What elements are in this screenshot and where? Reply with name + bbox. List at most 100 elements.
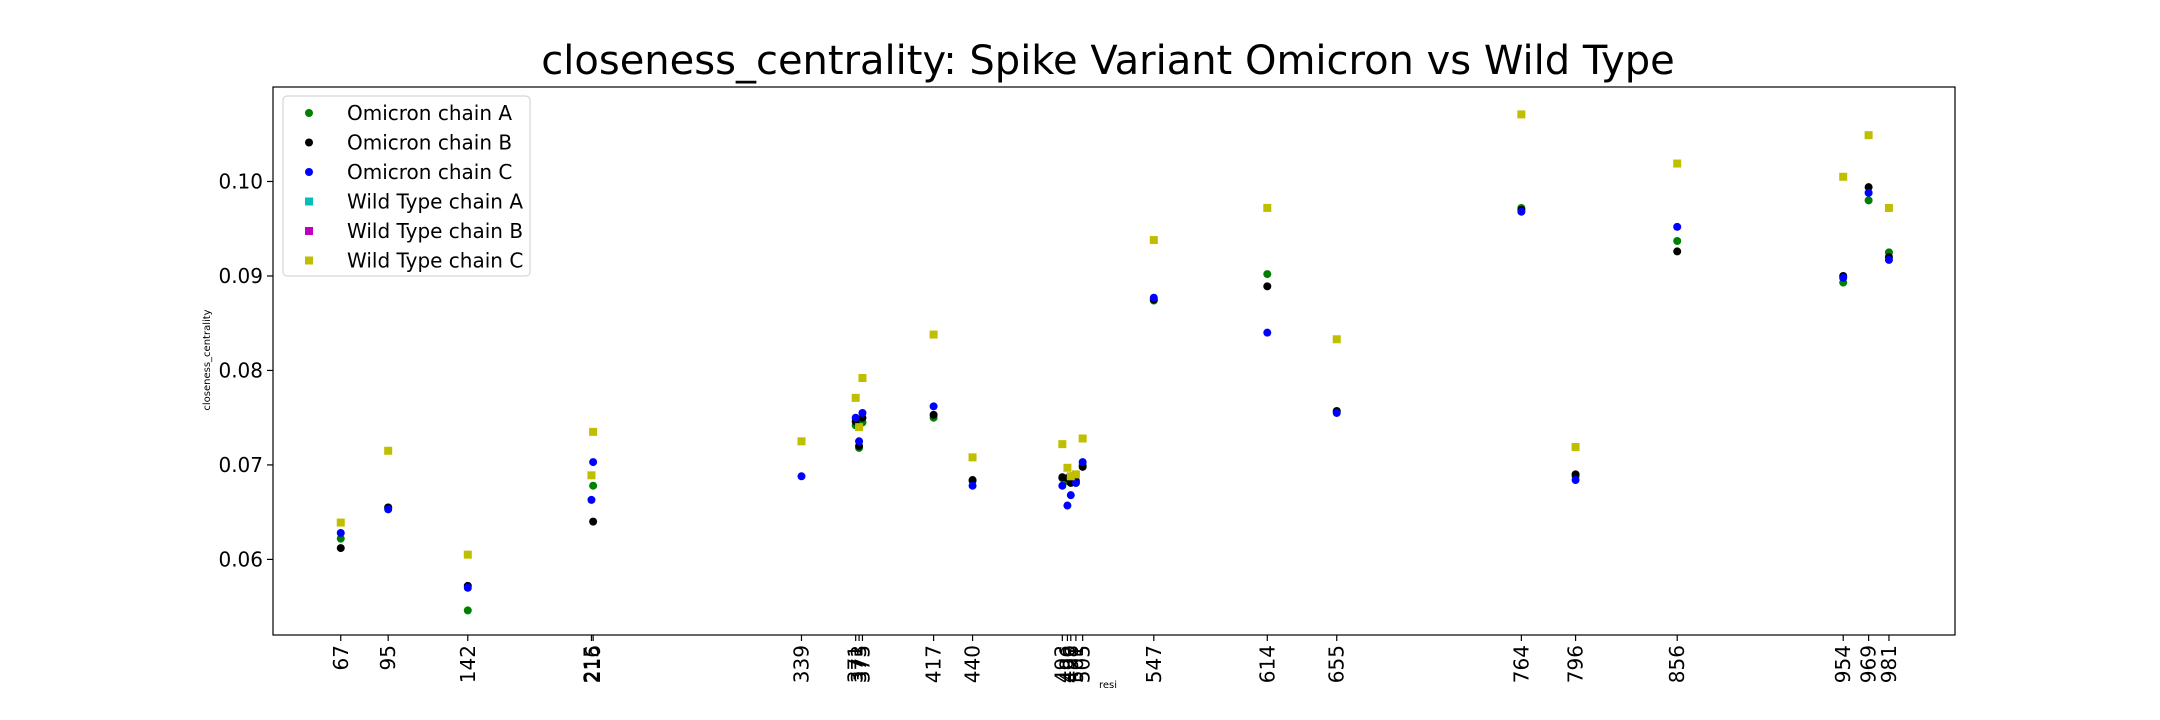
x-tick-label: 142 xyxy=(456,645,480,683)
data-point xyxy=(1149,293,1158,302)
x-tick-label: 505 xyxy=(1071,645,1095,683)
x-tick-label: 417 xyxy=(922,645,946,683)
x-tick-label: 655 xyxy=(1325,645,1349,683)
data-point xyxy=(1673,222,1682,231)
data-point xyxy=(851,413,860,422)
legend-marker xyxy=(305,256,313,265)
data-point xyxy=(589,427,598,436)
data-point xyxy=(1063,501,1072,510)
legend-label: Omicron chain C xyxy=(347,160,512,184)
data-point xyxy=(855,437,864,446)
data-point xyxy=(384,505,393,514)
data-point xyxy=(968,481,977,490)
data-point xyxy=(1517,110,1526,119)
data-point xyxy=(1263,282,1272,291)
data-point xyxy=(336,518,345,527)
legend-frame xyxy=(282,95,531,277)
data-point xyxy=(1058,440,1067,449)
series-2 xyxy=(336,188,1893,592)
x-tick-label: 969 xyxy=(1857,645,1881,683)
data-point xyxy=(1673,159,1682,168)
y-axis: 0.06 0.07 0.08 0.09 0.10 xyxy=(218,169,273,571)
data-point xyxy=(1066,472,1075,481)
x-tick-label: 371 xyxy=(844,645,868,683)
x-tick-label: 440 xyxy=(961,645,985,683)
data-point xyxy=(1673,247,1682,256)
y-tick-label: 0.06 xyxy=(218,547,263,571)
data-point xyxy=(587,495,596,504)
y-tick-label: 0.07 xyxy=(218,453,263,477)
y-axis-label: closeness_centrality xyxy=(202,309,213,410)
data-point xyxy=(1571,470,1580,479)
data-point xyxy=(1839,273,1848,282)
data-point xyxy=(929,402,938,411)
legend-marker xyxy=(305,109,313,117)
x-tick-label: 547 xyxy=(1142,645,1166,683)
x-tick-label: 339 xyxy=(789,645,813,683)
legend-label: Omicron chain A xyxy=(347,101,512,125)
data-point xyxy=(1571,476,1580,485)
data-point xyxy=(797,437,806,446)
data-point xyxy=(1839,172,1848,181)
legend: Omicron chain A Omicron chain B Omicron ch… xyxy=(282,95,531,277)
data-point xyxy=(1263,270,1272,279)
legend-label: Wild Type chain C xyxy=(347,249,523,273)
y-tick-label: 0.10 xyxy=(218,169,263,193)
legend-marker xyxy=(305,197,313,206)
data-point xyxy=(1063,463,1072,472)
x-tick-label: 373 xyxy=(847,645,871,683)
legend-marker xyxy=(305,227,313,235)
data-point xyxy=(1058,481,1067,490)
legend-label: Wild Type chain A xyxy=(347,190,523,214)
legend-marker xyxy=(305,168,313,176)
x-tick-label: 498 xyxy=(1059,645,1083,683)
x-tick-label: 501 xyxy=(1064,645,1088,683)
data-point xyxy=(463,583,472,592)
x-tick-label: 493 xyxy=(1050,645,1074,683)
data-point xyxy=(1673,237,1682,246)
data-point xyxy=(968,476,977,485)
y-tick-label: 0.08 xyxy=(218,358,263,382)
data-point xyxy=(384,446,393,455)
data-point xyxy=(929,330,938,339)
data-point xyxy=(1571,442,1580,451)
x-tick-label: 954 xyxy=(1831,645,1855,683)
x-tick-label: 856 xyxy=(1665,645,1689,683)
data-point xyxy=(1864,183,1873,192)
data-point xyxy=(1864,131,1873,140)
data-point xyxy=(463,606,472,615)
x-tick-label: 67 xyxy=(329,645,353,670)
data-point xyxy=(1517,207,1526,216)
data-point xyxy=(1263,328,1272,337)
x-tick-label: 796 xyxy=(1564,645,1588,683)
data-point xyxy=(336,528,345,537)
data-point xyxy=(336,534,345,543)
data-point xyxy=(1149,236,1158,245)
chart-title: closeness_centrality: Spike Variant Omic… xyxy=(541,38,1674,84)
legend-label: Omicron chain B xyxy=(347,131,512,155)
data-point xyxy=(929,410,938,419)
data-point xyxy=(1332,408,1341,417)
data-point xyxy=(589,458,598,467)
x-tick-label: 215 xyxy=(579,645,603,683)
data-point xyxy=(1071,478,1080,487)
data-point xyxy=(1071,470,1080,479)
data-point xyxy=(1263,203,1272,212)
data-point xyxy=(1078,434,1087,443)
data-point xyxy=(589,481,598,490)
x-axis-label: resi xyxy=(1099,680,1117,691)
data-point xyxy=(797,472,806,481)
y-tick-label: 0.09 xyxy=(218,264,263,288)
x-tick-label: 496 xyxy=(1055,645,1079,683)
data-point xyxy=(851,393,860,402)
plot-area xyxy=(272,86,1956,636)
legend-marker xyxy=(305,138,313,147)
x-tick-label: 216 xyxy=(581,645,605,683)
x-tick-label: 764 xyxy=(1509,645,1533,683)
legend-label: Wild Type chain B xyxy=(347,219,523,243)
data-point xyxy=(858,408,867,417)
data-point xyxy=(858,374,867,383)
data-point xyxy=(589,517,598,526)
